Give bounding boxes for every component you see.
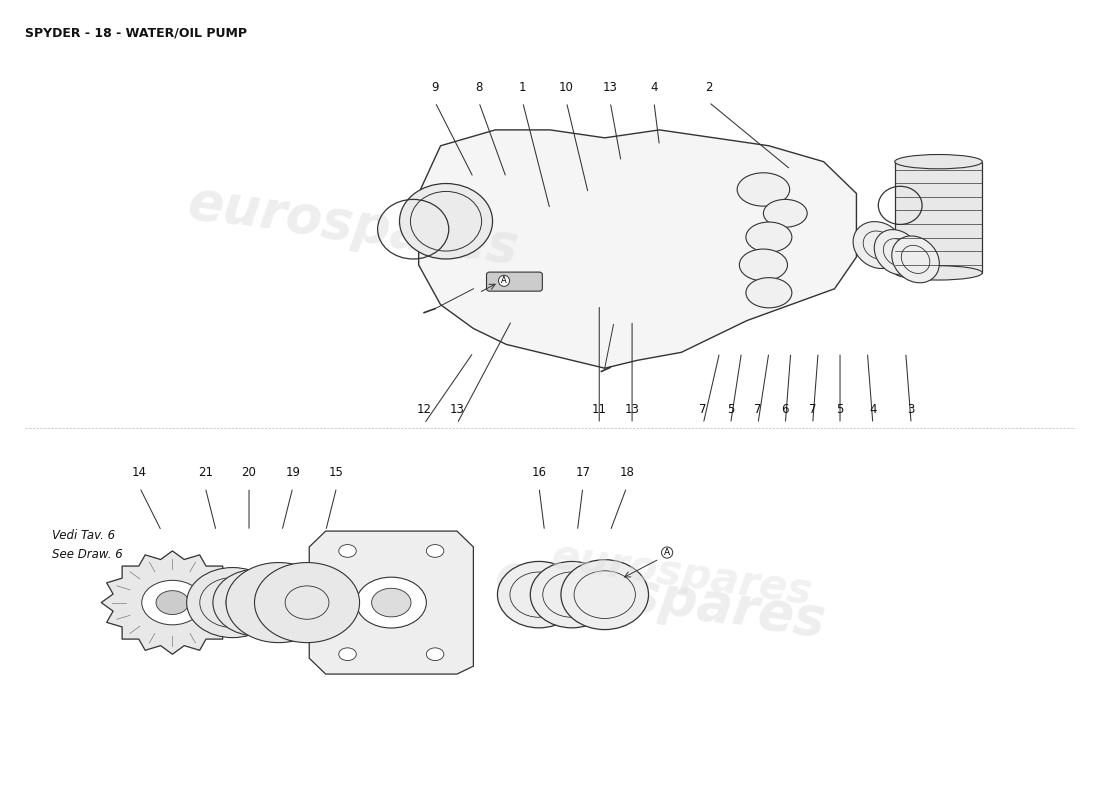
Text: 18: 18	[619, 466, 634, 479]
Ellipse shape	[213, 570, 300, 636]
Circle shape	[356, 577, 427, 628]
Circle shape	[156, 590, 189, 614]
Text: 7: 7	[808, 403, 816, 416]
Text: 13: 13	[603, 81, 617, 94]
Text: 11: 11	[592, 403, 607, 416]
Text: eurospares: eurospares	[185, 176, 521, 274]
Ellipse shape	[737, 173, 790, 206]
Text: 12: 12	[417, 403, 431, 416]
Text: 6: 6	[782, 403, 789, 416]
Text: 13: 13	[450, 403, 464, 416]
Text: 4: 4	[650, 81, 658, 94]
Ellipse shape	[399, 183, 493, 259]
Text: 7: 7	[755, 403, 761, 416]
Text: eurospares: eurospares	[491, 550, 828, 647]
Circle shape	[427, 648, 443, 661]
Polygon shape	[309, 531, 473, 674]
Polygon shape	[101, 551, 243, 654]
Text: See Draw. 6: See Draw. 6	[52, 549, 123, 562]
Text: 14: 14	[132, 466, 147, 479]
Ellipse shape	[187, 567, 278, 638]
Text: 21: 21	[198, 466, 212, 479]
Text: 2: 2	[705, 81, 713, 94]
Text: 10: 10	[559, 81, 574, 94]
Polygon shape	[419, 130, 857, 368]
Ellipse shape	[763, 199, 807, 227]
Ellipse shape	[874, 230, 920, 275]
Ellipse shape	[530, 562, 614, 628]
Text: 1: 1	[519, 81, 527, 94]
Text: Vedi Tav. 6: Vedi Tav. 6	[52, 529, 116, 542]
Bar	[894, 162, 982, 273]
Text: 15: 15	[329, 466, 344, 479]
Ellipse shape	[746, 222, 792, 252]
Ellipse shape	[854, 222, 903, 269]
Text: 7: 7	[700, 403, 707, 416]
Text: 19: 19	[285, 466, 300, 479]
Circle shape	[339, 545, 356, 558]
Ellipse shape	[894, 154, 982, 169]
Text: SPYDER - 18 - WATER/OIL PUMP: SPYDER - 18 - WATER/OIL PUMP	[24, 26, 246, 40]
Ellipse shape	[497, 562, 581, 628]
Text: 9: 9	[431, 81, 439, 94]
Text: 17: 17	[575, 466, 591, 479]
Circle shape	[142, 580, 204, 625]
Text: 4: 4	[869, 403, 877, 416]
Ellipse shape	[561, 560, 649, 630]
Circle shape	[372, 588, 411, 617]
Ellipse shape	[739, 249, 788, 281]
FancyBboxPatch shape	[486, 272, 542, 291]
Circle shape	[339, 648, 356, 661]
Text: A: A	[664, 548, 670, 557]
Text: 16: 16	[531, 466, 547, 479]
Ellipse shape	[746, 278, 792, 308]
Ellipse shape	[226, 562, 331, 642]
Circle shape	[427, 545, 443, 558]
Ellipse shape	[894, 266, 982, 280]
Text: 5: 5	[727, 403, 735, 416]
Ellipse shape	[892, 236, 939, 283]
Text: 20: 20	[242, 466, 256, 479]
Text: 3: 3	[908, 403, 915, 416]
Ellipse shape	[254, 562, 360, 642]
Text: 13: 13	[625, 403, 639, 416]
Text: eurospares: eurospares	[548, 536, 814, 614]
Text: A: A	[502, 276, 507, 286]
Text: 8: 8	[475, 81, 483, 94]
Text: 5: 5	[836, 403, 844, 416]
